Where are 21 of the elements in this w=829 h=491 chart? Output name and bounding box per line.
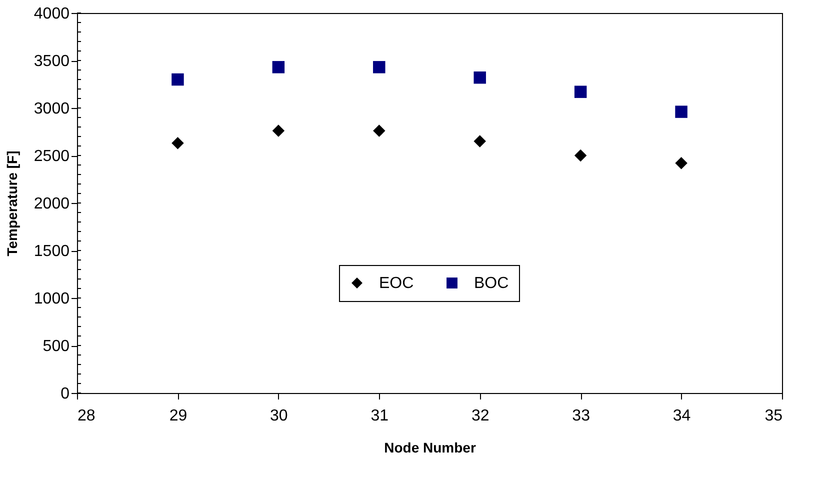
- y-tick-label: 500: [42, 338, 70, 355]
- y-tick-label: 1500: [34, 243, 70, 260]
- x-tick-label: 31: [370, 408, 389, 424]
- x-tick-label: 29: [169, 408, 188, 424]
- x-axis-title: Node Number: [384, 440, 476, 456]
- y-tick-label: 1000: [34, 290, 70, 308]
- x-tick-label: 32: [471, 408, 490, 424]
- x-tick-label: 35: [764, 408, 783, 424]
- y-tick-label: 2000: [34, 196, 70, 212]
- x-tick-label: 33: [572, 408, 590, 424]
- y-tick-label: 0: [60, 386, 70, 402]
- y-tick-label: 2500: [34, 148, 70, 165]
- legend-label: BOC: [474, 275, 509, 292]
- x-tick-label: 28: [78, 408, 96, 424]
- y-tick-label: 3500: [34, 53, 70, 70]
- x-tick-label: 34: [672, 408, 691, 424]
- y-axis-title: Temperature [F]: [4, 150, 20, 256]
- y-tick-label: 4000: [34, 6, 70, 22]
- legend-label: EOC: [379, 275, 414, 292]
- y-tick-label: 3000: [34, 100, 70, 118]
- x-tick-label: 30: [270, 408, 288, 424]
